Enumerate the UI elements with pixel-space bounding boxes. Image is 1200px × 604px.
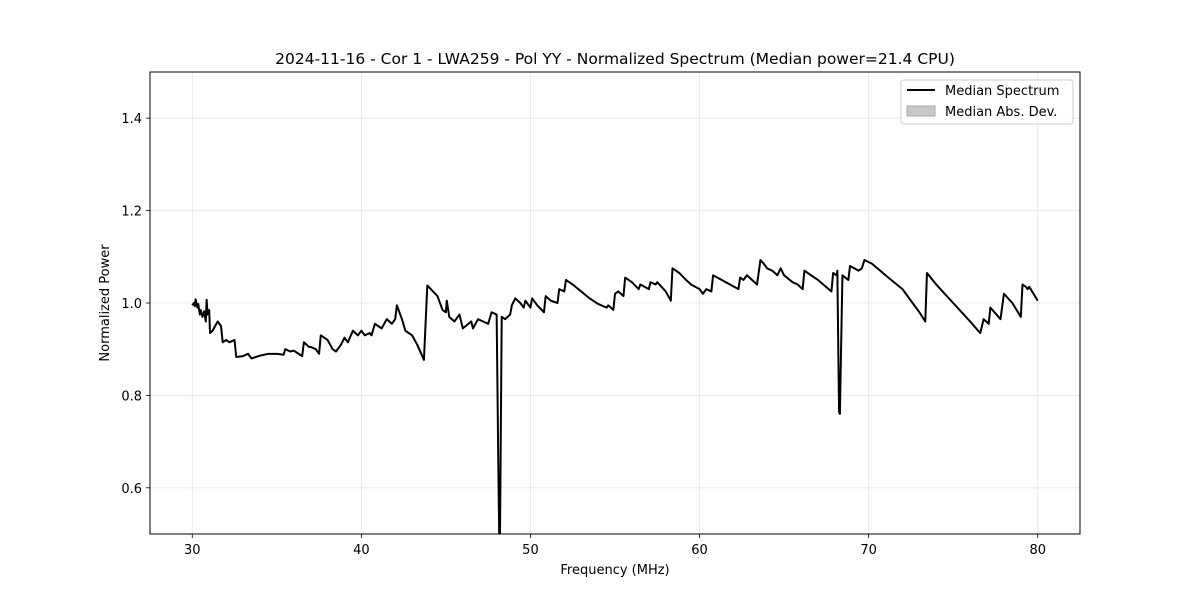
median-spectrum-line [191, 259, 1039, 534]
legend-patch-swatch [906, 105, 936, 117]
legend: Median Spectrum Median Abs. Dev. [900, 79, 1074, 125]
x-tick-label: 80 [1029, 543, 1046, 558]
y-tick-label: 1.0 [121, 297, 142, 312]
legend-label-median-spectrum: Median Spectrum [945, 84, 1059, 99]
x-tick-label: 40 [353, 543, 370, 558]
legend-box [900, 79, 1074, 125]
ticks: 30 40 50 60 70 80 0.6 0.8 1.0 1.2 1.4 [121, 112, 1046, 558]
legend-label-median-abs-dev: Median Abs. Dev. [945, 105, 1057, 120]
y-tick-label: 1.4 [121, 112, 142, 127]
x-axis-label: Frequency (MHz) [560, 563, 669, 578]
chart-title: 2024-11-16 - Cor 1 - LWA259 - Pol YY - N… [275, 50, 955, 68]
x-tick-label: 70 [860, 543, 877, 558]
y-tick-label: 0.6 [121, 482, 142, 497]
x-tick-label: 50 [522, 543, 539, 558]
y-axis-label: Normalized Power [98, 244, 113, 362]
x-tick-label: 60 [691, 543, 708, 558]
y-tick-label: 0.8 [121, 389, 142, 404]
y-tick-label: 1.2 [121, 205, 142, 220]
x-tick-label: 30 [184, 543, 201, 558]
series-layer [191, 259, 1039, 534]
